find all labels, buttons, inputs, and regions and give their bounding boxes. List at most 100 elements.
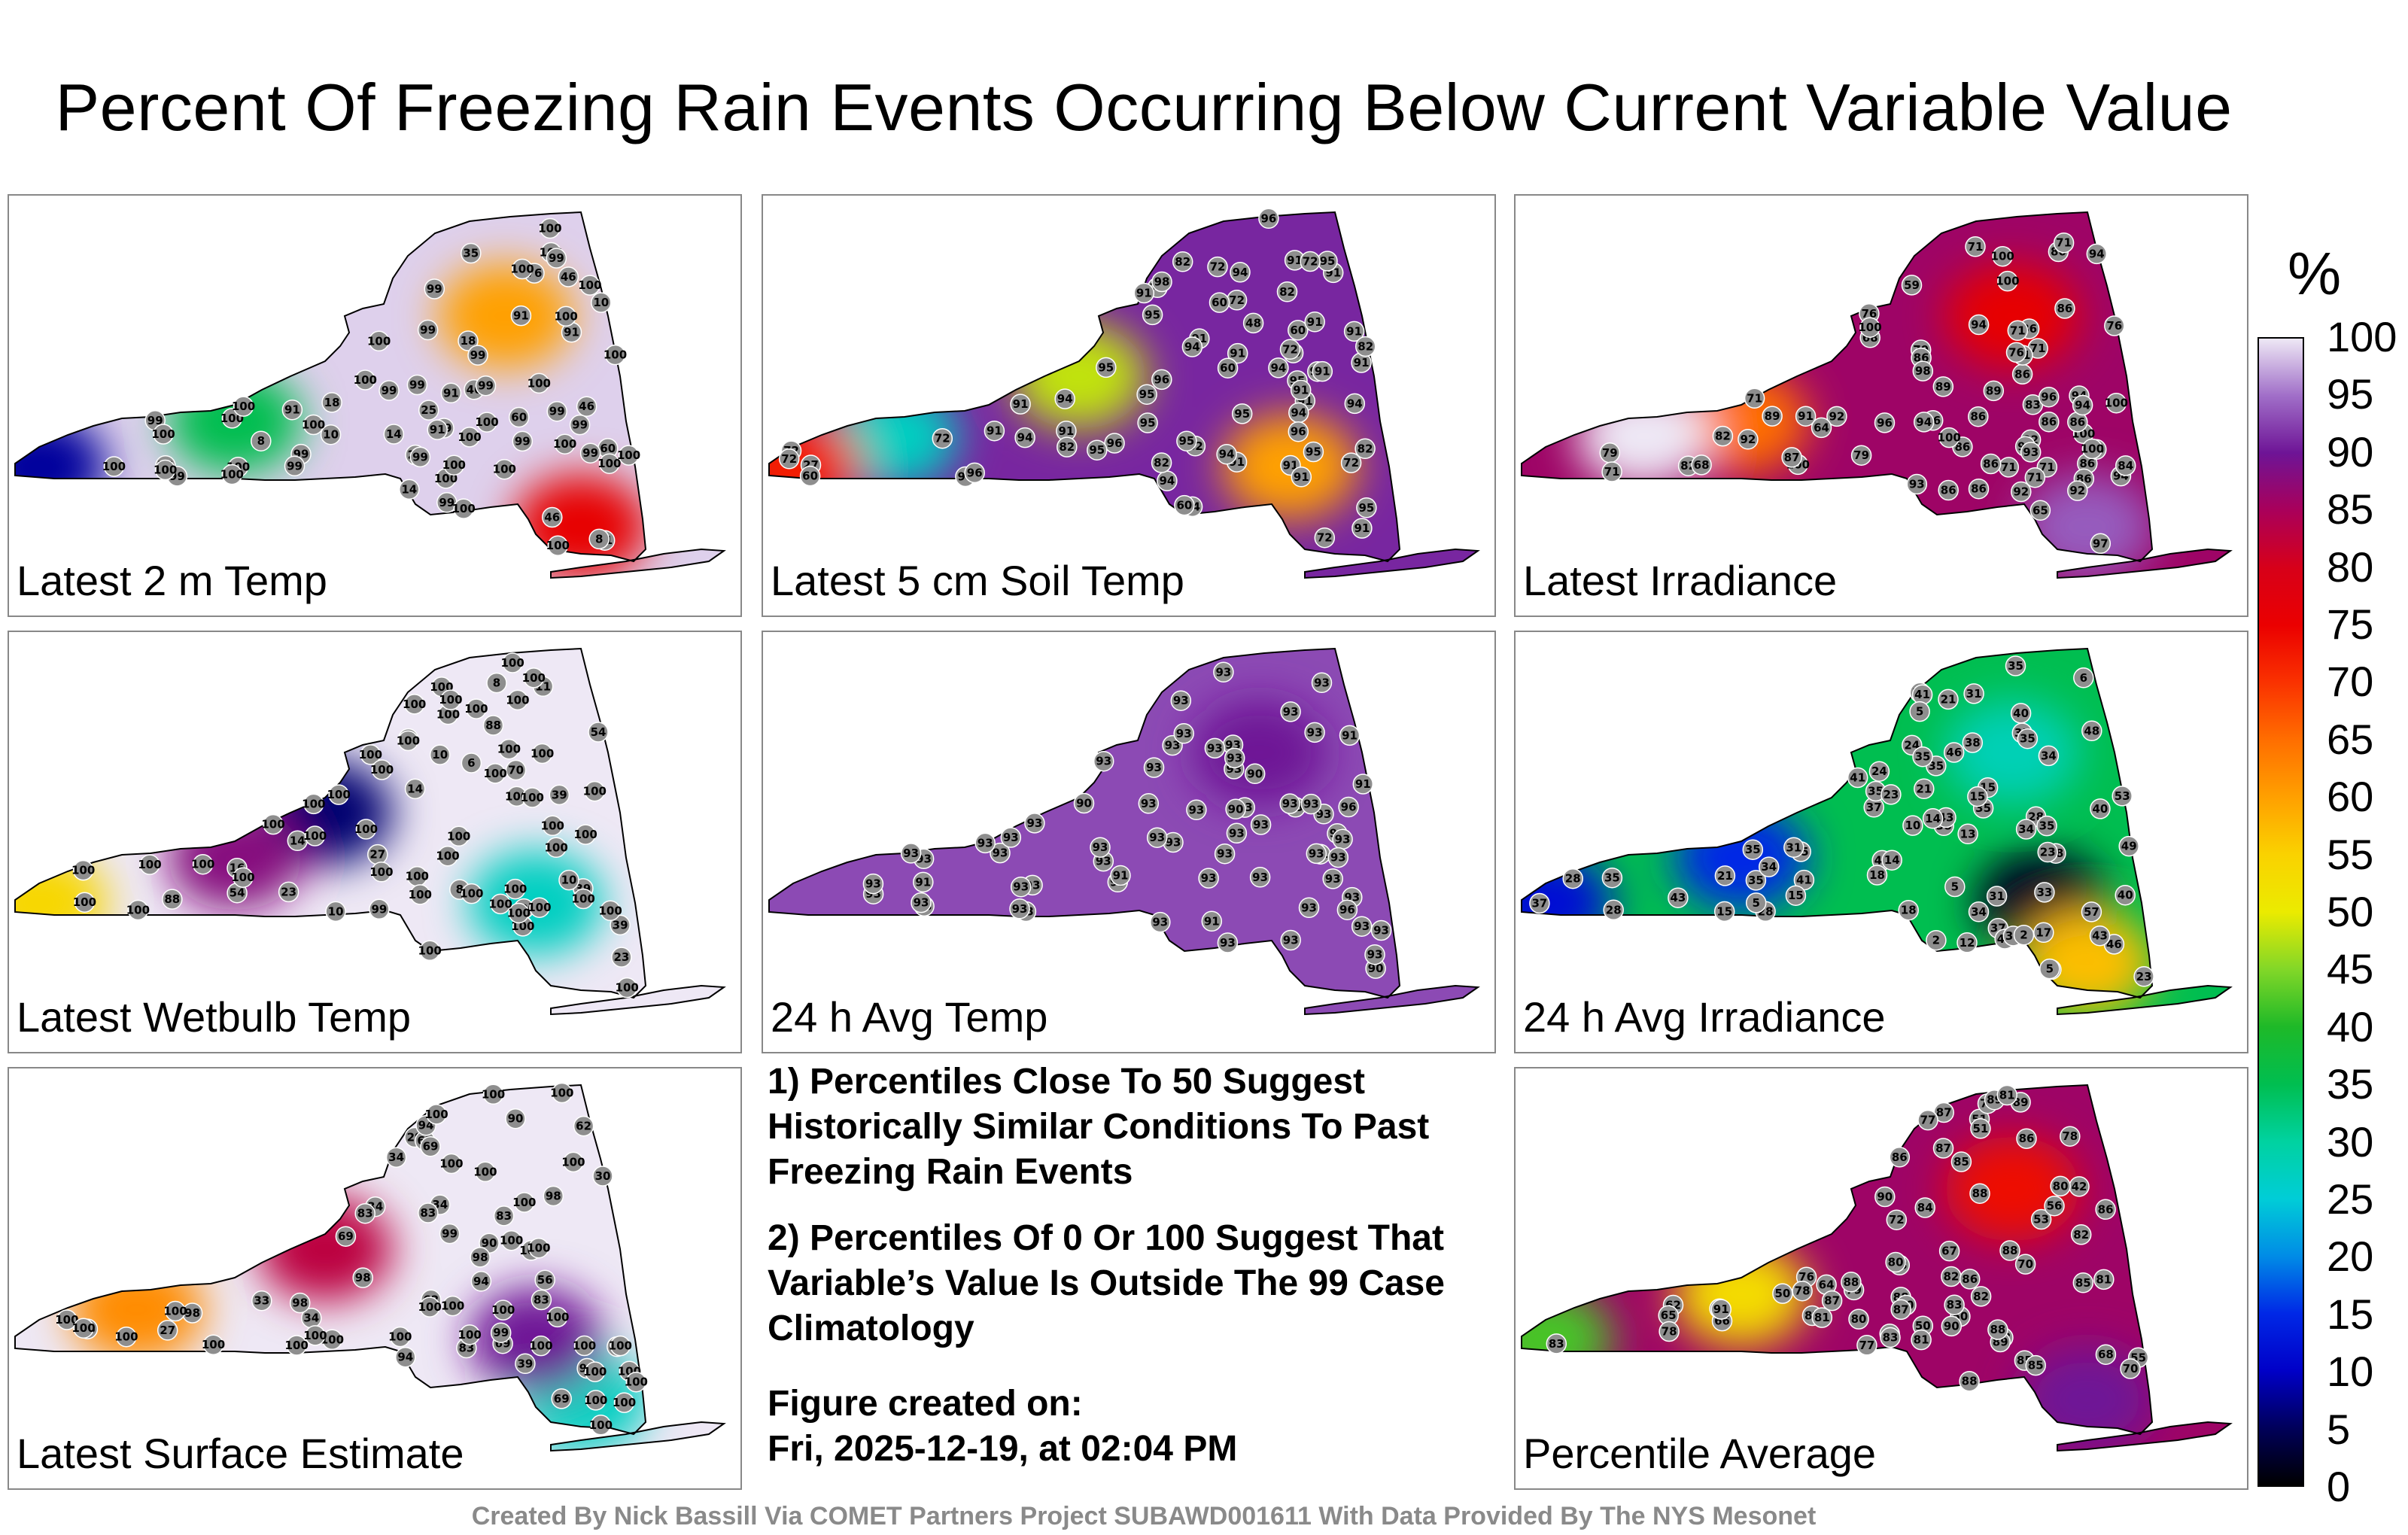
station-marker: 34 (1758, 856, 1780, 877)
station-value: 100 (73, 895, 96, 909)
colorbar-tick-label: 45 (2327, 945, 2374, 993)
station-value: 100 (1991, 250, 2014, 263)
station-marker: 91 (1133, 282, 1155, 304)
station-marker: 31 (1963, 683, 1984, 704)
percentile-field (1522, 1085, 2230, 1451)
station-marker: 100 (285, 1335, 309, 1356)
station-value: 27 (160, 1324, 175, 1337)
station-value: 100 (397, 734, 420, 748)
station-marker: 78 (1792, 1280, 1813, 1302)
station-value: 100 (436, 708, 460, 722)
station-marker: 93 (1311, 672, 1333, 694)
station-marker: 99 (490, 1322, 512, 1343)
station-marker: 18 (458, 330, 479, 351)
station-marker: 34 (2015, 819, 2037, 840)
note-percentile-extremes: 2) Percentiles Of 0 Or 100 Suggest That … (768, 1218, 1445, 1348)
station-value: 34 (1971, 905, 1987, 919)
field-hotspot (438, 263, 573, 369)
station-value: 100 (609, 1339, 632, 1353)
figure-created-date: Fri, 2025-12-19, at 02:04 PM (768, 1429, 1238, 1469)
station-marker: 100 (163, 1300, 187, 1322)
station-value: 100 (369, 865, 393, 879)
station-value: 100 (572, 892, 595, 906)
station-value: 82 (2073, 1228, 2089, 1242)
station-marker: 67 (1938, 1240, 1960, 1262)
station-marker: 82 (1712, 425, 1734, 447)
station-marker: 100 (572, 888, 595, 910)
station-marker: 90 (1874, 1186, 1896, 1208)
station-marker: 34 (1968, 901, 1990, 923)
station-marker: 98 (181, 1302, 203, 1324)
station-marker: 64 (1811, 417, 1832, 439)
station-marker: 91 (1291, 467, 1312, 488)
colorbar-tick-label: 90 (2327, 427, 2374, 476)
station-value: 100 (154, 464, 177, 477)
station-value: 94 (397, 1351, 413, 1364)
station-value: 41 (1796, 874, 1812, 887)
station-marker: 93 (1279, 793, 1300, 814)
station-value: 100 (483, 767, 506, 780)
station-marker: 51 (1970, 1118, 1991, 1139)
station-value: 100 (451, 502, 475, 515)
station-value: 85 (1953, 1155, 1969, 1169)
station-marker: 46 (542, 506, 563, 528)
station-value: 100 (231, 871, 254, 884)
station-value: 23 (613, 950, 629, 964)
station-value: 100 (418, 944, 442, 957)
station-marker: 100 (327, 784, 351, 805)
station-value: 60 (1212, 296, 1227, 309)
panel-label: Latest Irradiance (1523, 557, 1838, 604)
station-value: 65 (1661, 1309, 1677, 1322)
station-value: 91 (1294, 470, 1309, 484)
station-value: 35 (1745, 843, 1761, 856)
station-value: 34 (388, 1150, 404, 1164)
station-value: 86 (2041, 415, 2057, 429)
station-marker: 25 (418, 400, 439, 421)
station-marker: 100 (625, 1371, 648, 1393)
station-value: 39 (552, 788, 567, 801)
station-marker: 100 (302, 793, 325, 815)
station-value: 96 (1260, 211, 1276, 225)
station-value: 100 (584, 1394, 607, 1407)
station-marker: 57 (2081, 901, 2102, 923)
station-value: 5 (1951, 880, 1959, 894)
station-value: 14 (386, 427, 402, 441)
station-value: 96 (1341, 801, 1357, 814)
station-marker: 94 (1157, 470, 1178, 491)
station-marker: 94 (1268, 357, 1289, 378)
station-marker: 100 (447, 825, 470, 847)
station-marker: 89 (1762, 406, 1783, 427)
station-value: 93 (1152, 916, 1168, 929)
station-value: 8 (257, 434, 265, 448)
station-value: 83 (1883, 1331, 1899, 1345)
colorbar-tick-label: 35 (2327, 1060, 2374, 1108)
station-value: 100 (151, 427, 175, 441)
station-value: 56 (2047, 1199, 2063, 1213)
station-value: 91 (1013, 397, 1029, 411)
station-value: 56 (537, 1273, 553, 1287)
station-value: 48 (1245, 316, 1261, 330)
station-marker: 93 (1198, 868, 1219, 889)
field-hotspot (1944, 700, 2080, 805)
station-value: 93 (1303, 798, 1319, 811)
station-value: 21 (1941, 692, 1956, 706)
station-marker: 100 (354, 369, 377, 391)
station-marker: 91 (561, 321, 582, 343)
long-island-outline (2057, 548, 2233, 579)
station-value: 88 (164, 892, 180, 906)
station-value: 94 (1184, 340, 1200, 354)
station-value: 83 (420, 1206, 436, 1220)
station-marker: 88 (1987, 1319, 2008, 1340)
station-marker: 93 (1143, 757, 1165, 778)
station-value: 100 (561, 1155, 585, 1169)
station-marker: 100 (573, 824, 597, 845)
station-marker: 100 (613, 1392, 636, 1413)
station-value: 93 (865, 877, 881, 891)
station-marker: 56 (2044, 1195, 2065, 1217)
station-marker: 10 (1902, 815, 1923, 836)
station-value: 5 (1916, 705, 1923, 719)
station-marker: 93 (1249, 867, 1271, 888)
station-marker: 35 (1601, 867, 1623, 889)
colorbar-tick-label: 50 (2327, 888, 2374, 935)
station-value: 78 (1795, 1284, 1811, 1298)
